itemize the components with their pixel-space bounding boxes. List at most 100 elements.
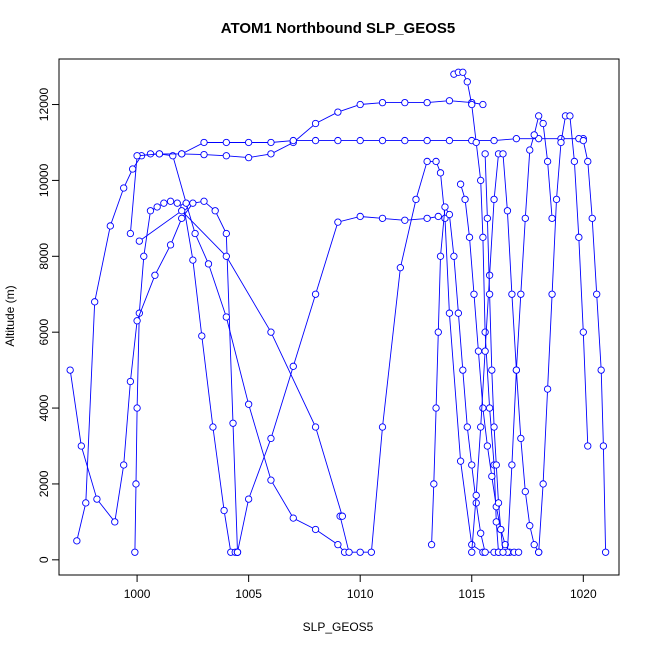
data-point [517,290,525,298]
data-point [588,214,596,223]
data-point [601,548,610,556]
data-point [517,434,525,443]
data-point [477,529,485,537]
data-point [432,404,440,412]
data-point [153,203,161,211]
y-tick-label: 10000 [37,163,51,197]
data-point [423,136,431,145]
data-point [445,309,454,317]
data-point [126,229,135,238]
series-line [69,200,238,553]
data-point [427,540,436,549]
data-point [204,260,213,268]
data-point [530,540,538,549]
data-point [289,136,297,145]
data-point [430,480,438,488]
x-tick-label: 1020 [570,587,597,601]
data-point [456,180,465,188]
data-point [222,229,230,238]
data-point [135,237,143,245]
data-point [140,252,148,260]
data-point [401,216,409,224]
data-point [131,548,139,556]
data-point [456,457,465,465]
data-point [543,385,552,393]
data-point [311,136,320,145]
data-point [338,512,346,520]
data-point [434,328,442,336]
y-tick-label: 8000 [37,243,51,270]
data-point [233,548,242,556]
data-point [222,313,230,321]
data-point [570,157,579,166]
data-point [539,119,547,128]
data-point [209,423,217,431]
data-point [436,169,445,177]
data-point [450,252,458,260]
data-point [178,150,186,158]
y-axis: 0 2000 4000 6000 8000 10000 12000 [37,88,60,563]
data-point [512,366,521,374]
data-point [477,176,485,185]
data-point [356,548,364,556]
data-point [356,100,364,109]
data-point [492,461,500,469]
data-point [488,366,496,374]
data-point [481,328,489,336]
y-tick-label: 6000 [37,319,51,346]
data-point [211,207,219,215]
data-point [120,461,128,469]
data-point [490,195,498,204]
data-point [521,487,529,496]
data-point [378,98,387,107]
data-point [508,290,516,298]
data-point [244,138,253,147]
data-point [463,78,471,86]
data-point [146,207,155,215]
data-point [267,434,275,443]
data-point [575,233,583,241]
series-1 [233,212,442,556]
data-point [479,404,487,412]
data-point [345,548,353,556]
data-point [133,152,141,160]
data-point [77,442,85,450]
data-point [396,264,405,272]
x-tick-label: 1005 [235,587,262,601]
data-point [490,136,498,145]
series-layer [66,68,610,556]
data-point [483,214,492,223]
data-point [445,210,454,219]
data-point [566,112,574,120]
data-point [530,131,538,139]
data-point [289,362,297,370]
series-line [578,138,607,553]
data-point [468,100,476,109]
data-point [479,233,487,241]
y-tick-label: 12000 [37,88,51,122]
data-point [151,271,159,279]
series-7 [427,203,489,556]
data-point [584,442,592,450]
data-point [584,157,592,166]
data-point [514,548,523,556]
data-point [579,328,587,336]
data-point [146,150,155,158]
series-line [76,153,345,553]
data-point [512,135,521,143]
data-point [557,138,565,147]
data-point [485,290,494,298]
data-point [401,98,409,107]
series-11 [535,112,592,556]
data-point [485,271,494,279]
data-point [289,514,297,522]
data-point [222,138,230,147]
data-point [599,442,608,450]
data-point [334,218,342,226]
data-point [479,100,487,109]
data-point [220,506,228,515]
data-point [311,119,320,128]
data-point [311,423,320,431]
data-point [166,197,175,205]
